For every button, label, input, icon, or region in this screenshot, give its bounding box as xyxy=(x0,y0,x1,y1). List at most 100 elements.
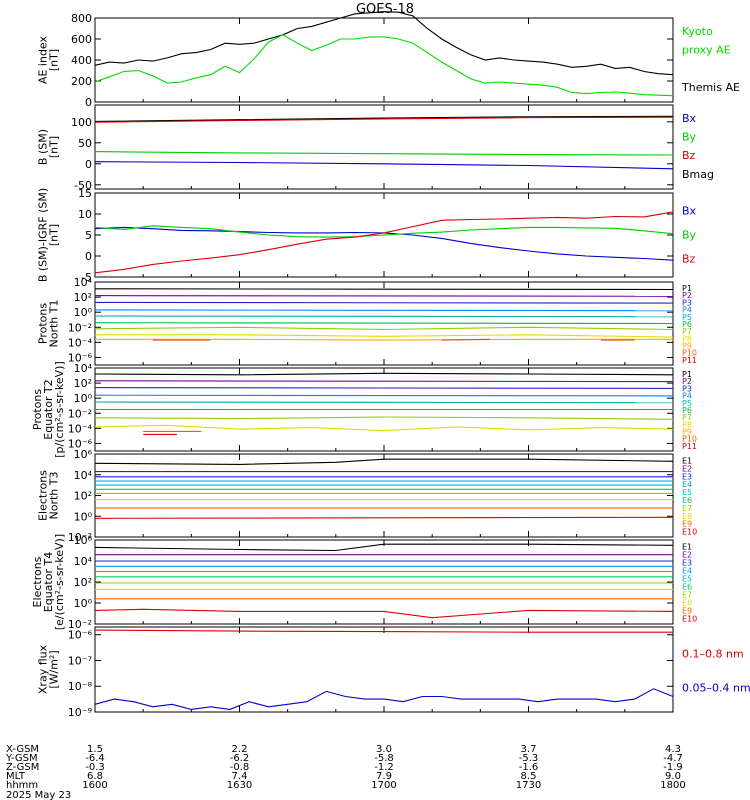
series-line xyxy=(94,151,674,156)
legend-entry: E8 xyxy=(682,512,692,521)
legend-entry: Bx xyxy=(682,205,697,218)
legend-entry: E10 xyxy=(682,528,697,537)
y-tick-label: 10⁻² xyxy=(68,618,92,631)
x-axis-row-label: hhmm xyxy=(6,780,38,791)
series-line xyxy=(94,295,674,297)
y-tick-label: 10⁻⁴ xyxy=(68,422,93,435)
y-tick-label: 200 xyxy=(71,75,92,88)
legend-entry: E7 xyxy=(682,504,692,513)
legend-entry: E9 xyxy=(682,520,692,529)
x-axis-tick-value: 2.2 xyxy=(232,744,248,755)
series-line xyxy=(94,34,674,97)
y-axis-label: Xray flux xyxy=(37,644,50,694)
x-axis-tick-value: -6.2 xyxy=(230,753,250,764)
series-line xyxy=(94,226,674,261)
y-tick-label: 10⁴ xyxy=(74,555,93,568)
y-tick-label: 100 xyxy=(71,116,92,129)
x-axis-row-label: MLT xyxy=(6,771,26,782)
series-line xyxy=(94,394,674,397)
y-axis-label: [W/m²] xyxy=(48,650,61,688)
series-line xyxy=(94,380,674,383)
legend-entry: P6 xyxy=(682,320,692,329)
x-axis-tick-value: 7.4 xyxy=(232,771,248,782)
legend-entry: P1 xyxy=(682,370,692,379)
series-line xyxy=(94,326,674,331)
series-line xyxy=(94,372,674,376)
panel-8: 10⁻⁶ 10⁻⁷ 10⁻⁸ 10⁻⁹ Xray flux[W/m²] 0.1–0.8 n… xyxy=(37,626,750,719)
x-axis-row-label: Z-GSM xyxy=(6,762,39,773)
legend-entry: 0.1–0.8 nm xyxy=(682,648,744,661)
y-tick-label: 10⁰ xyxy=(74,597,93,610)
series-line xyxy=(94,608,674,619)
legend-entry: E5 xyxy=(682,488,692,497)
y-tick-label: 10² xyxy=(74,576,92,589)
series-line xyxy=(94,315,674,318)
legend-entry: E4 xyxy=(682,480,692,489)
x-axis-tick-value: 8.5 xyxy=(521,771,537,782)
series-line xyxy=(94,115,674,122)
y-axis-label: Electrons xyxy=(37,470,50,521)
y-tick-label: -5 xyxy=(81,271,92,284)
y-tick-label: -50 xyxy=(74,179,92,192)
legend-entry: P3 xyxy=(682,298,692,307)
legend-entry: By xyxy=(682,229,697,242)
x-axis-row-label: X-GSM xyxy=(6,744,39,755)
y-axis-label: [p/(cm²-s-sr-keV)] xyxy=(53,361,66,458)
y-axis-label: B (SM)-IGRF (SM) xyxy=(37,188,50,282)
series-line xyxy=(94,161,674,170)
x-axis-tick-value: -4.7 xyxy=(663,753,683,764)
series-line xyxy=(94,116,674,123)
x-axis-tick-value: 7.9 xyxy=(376,771,392,782)
x-axis-tick-value: 3.0 xyxy=(376,744,392,755)
legend-entry: E8 xyxy=(682,599,692,608)
legend-entry: P8 xyxy=(682,334,692,343)
x-axis-tick-value: 3.7 xyxy=(521,744,537,755)
legend-entry: E7 xyxy=(682,591,692,600)
legend-entry: P11 xyxy=(682,356,697,365)
series-line xyxy=(94,309,674,312)
x-axis-tick-value: 1800 xyxy=(660,780,685,791)
x-axis-tick-value: 9.0 xyxy=(665,771,681,782)
x-axis-tick-value: -5.8 xyxy=(374,753,394,764)
y-tick-label: 10⁻⁶ xyxy=(68,437,93,450)
legend-entry: P11 xyxy=(682,442,697,451)
series-line xyxy=(94,629,673,633)
y-tick-label: 10⁰ xyxy=(74,510,93,523)
y-tick-label: 10⁰ xyxy=(74,392,93,405)
series-line xyxy=(441,338,491,341)
y-tick-label: 10² xyxy=(74,377,92,390)
y-axis-label: AE index xyxy=(37,35,50,84)
legend-entry: Kyoto xyxy=(682,25,713,38)
y-tick-label: 10⁶ xyxy=(74,448,93,461)
series-line xyxy=(94,211,674,274)
y-tick-label: 10 xyxy=(78,208,92,221)
legend-entry: Themis AE xyxy=(681,81,740,94)
plot-title: GOES-18 xyxy=(356,2,414,17)
legend-entry: 0.05–0.4 nm xyxy=(682,682,750,695)
legend-entry: Bmag xyxy=(682,168,714,181)
legend-entry: E10 xyxy=(682,615,697,624)
legend-entry: E3 xyxy=(682,559,692,568)
x-axis-tick-value: 6.8 xyxy=(87,771,103,782)
y-tick-label: 800 xyxy=(71,12,92,25)
legend-entry: P10 xyxy=(682,435,697,444)
y-tick-label: 10⁻⁷ xyxy=(68,654,92,667)
x-axis-tick-value: -1.6 xyxy=(519,762,539,773)
legend-entry: P7 xyxy=(682,327,692,336)
y-tick-label: 10⁻⁸ xyxy=(68,680,93,693)
y-tick-label: 10⁶ xyxy=(74,534,93,547)
legend-entry: P5 xyxy=(682,399,692,408)
y-axis-label: B (SM) xyxy=(37,129,50,165)
y-axis-label: Electrons xyxy=(31,556,44,607)
y-axis-label: Protons xyxy=(37,303,50,344)
x-axis-tick-value: -5.3 xyxy=(519,753,539,764)
legend-entry: proxy AE xyxy=(682,43,731,56)
series-line xyxy=(94,11,674,76)
legend-entry: E5 xyxy=(682,575,692,584)
x-axis-tick-value: 1730 xyxy=(516,780,541,791)
legend-entry: E6 xyxy=(682,496,692,505)
panel-2: -50 0 50 100 B (SM)[nT] Bx By Bz Bmag xyxy=(37,104,714,192)
series-line xyxy=(94,387,674,389)
